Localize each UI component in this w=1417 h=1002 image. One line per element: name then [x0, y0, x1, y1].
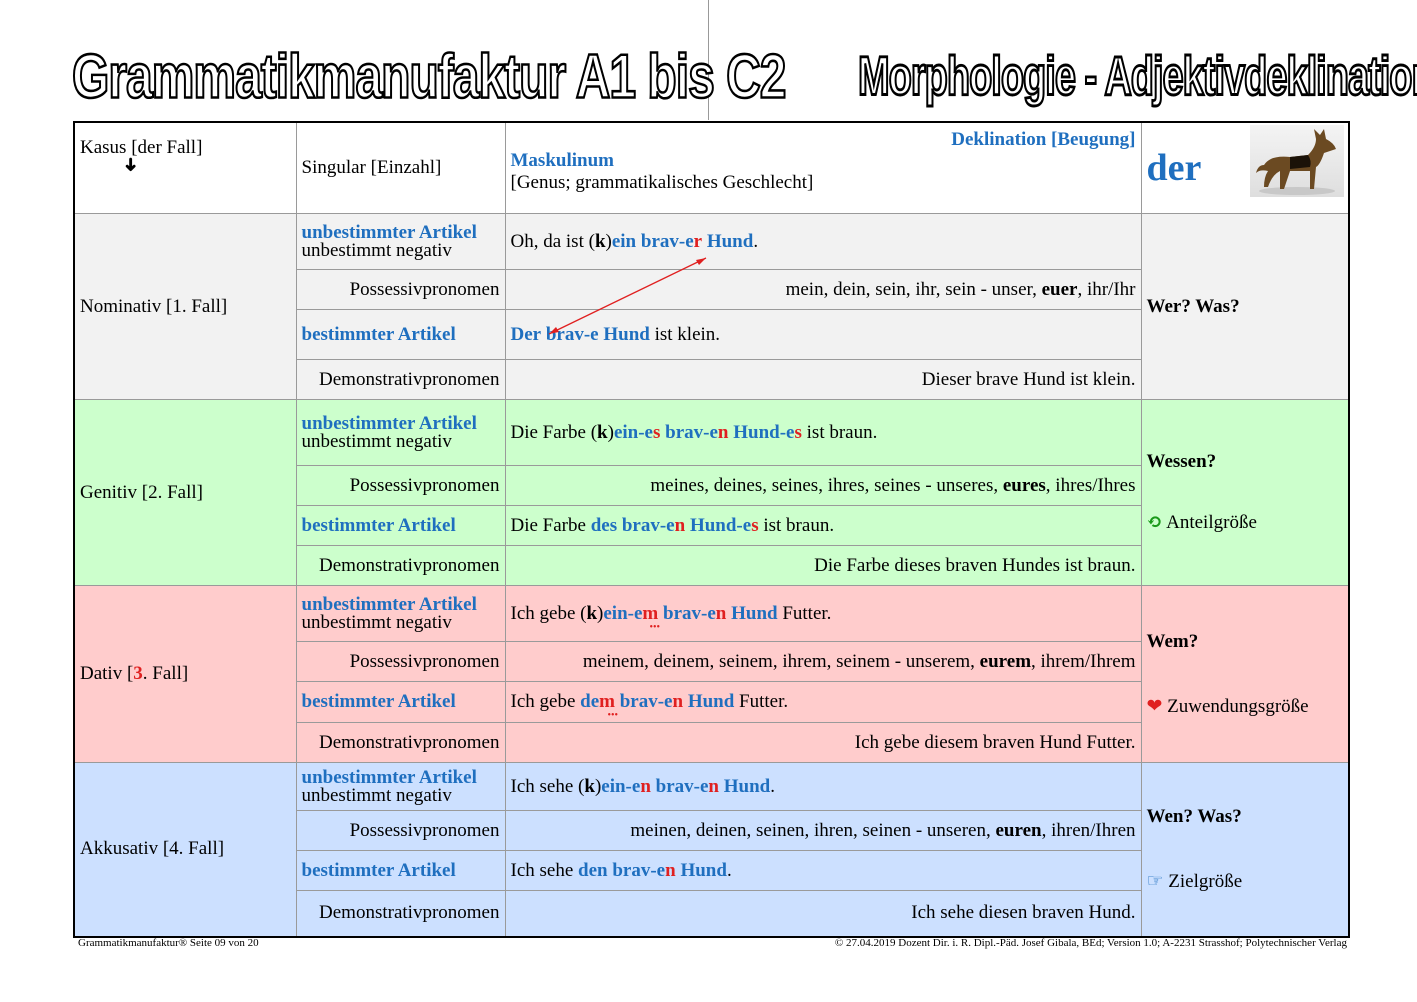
dat-unbest-sentence: Ich gebe (k)ein-em brav-en Hund Futter. •…	[504, 585, 1142, 642]
akk-row-unbest: Akkusativ [4. Fall] unbestimmter Artikel…	[73, 762, 1350, 937]
dat-row-demo: Demonstrativpronomen Ich gebe diesem bra…	[74, 722, 1349, 763]
kasus-label: Kasus [der Fall]	[80, 137, 203, 158]
label-unbest: unbestimmter Artikel unbestimmt negativ	[295, 762, 506, 811]
dat-extra: ❤ Zuwendungsgröße	[1146, 695, 1309, 717]
case-dativ: Dativ [3. Fall]	[73, 585, 297, 763]
dat-demo-sentence: Ich gebe diesem braven Hund Futter.	[504, 722, 1142, 763]
dog-icon	[1256, 129, 1336, 195]
label-demo: Demonstrativpronomen	[295, 722, 506, 763]
gen-extra: ⟲ Anteilgröße	[1146, 512, 1257, 533]
label-poss: Possessivpronomen	[295, 465, 506, 506]
dog-image	[1250, 125, 1344, 197]
nom-best-sentence: Der brav-e Hund ist klein.	[504, 309, 1142, 360]
akk-row-demo: Demonstrativpronomen Ich sehe diesen bra…	[74, 890, 1349, 937]
page-title: Grammatikmanufaktur A1 bis C2	[71, 41, 787, 112]
label-demo: Demonstrativpronomen	[295, 890, 506, 937]
dat-question-cell: Wem? ❤ Zuwendungsgröße	[1140, 585, 1350, 763]
gen-unbest-sentence: Die Farbe (k)ein-es brav-en Hund-es ist …	[504, 399, 1142, 466]
emphasis-dots: •••	[607, 710, 619, 721]
akk-best-sentence: Ich sehe den brav-en Hund.	[504, 850, 1142, 891]
label-best: bestimmter Artikel	[295, 505, 506, 546]
gen-best-sentence: Die Farbe des brav-en Hund-es ist braun.	[504, 505, 1142, 546]
nom-unbest-sentence: Oh, da ist (k)ein brav-er Hund.	[504, 213, 1142, 335]
akk-question-cell: Wen? Was? ☞ Zielgröße	[1140, 762, 1350, 937]
nom-row-unbest: Nominativ [1. Fall] unbestimmter Artikel…	[73, 213, 1350, 400]
label-best: bestimmter Artikel	[295, 681, 506, 723]
label-poss: Possessivpronomen	[295, 269, 506, 310]
nom-row-poss: Possessivpronomen mein, dein, sein, ihr,…	[74, 269, 1349, 310]
case-nominativ: Nominativ [1. Fall]	[73, 213, 297, 400]
heart-icon: ❤	[1146, 695, 1163, 717]
question-gen: Wessen?	[1146, 451, 1217, 472]
akk-demo-sentence: Ich sehe diesen braven Hund.	[504, 890, 1142, 937]
dat-row-best: bestimmter Artikel Ich gebe dem brav-en …	[74, 681, 1349, 723]
case-akkusativ: Akkusativ [4. Fall]	[73, 762, 297, 937]
footer-right: © 27.04.2019 Dozent Dir. i. R. Dipl.-Päd…	[834, 937, 1347, 949]
singular-header: Singular [Einzahl]	[295, 121, 506, 214]
question-akk: Wen? Was?	[1146, 805, 1242, 827]
label-poss: Possessivpronomen	[295, 810, 506, 851]
dat-poss-list: meinem, deinem, seinem, ihrem, seinem - …	[504, 641, 1142, 682]
genus-label: [Genus; grammatikalisches Geschlecht]	[510, 172, 814, 193]
label-poss: Possessivpronomen	[295, 641, 506, 682]
question-nom: Wer? Was?	[1140, 213, 1350, 400]
akk-unbest-sentence: Ich sehe (k)ein-en brav-en Hund.	[504, 762, 1142, 811]
label-unbest: unbestimmter Artikel unbestimmt negativ	[295, 399, 506, 466]
gender-header: Deklination [Beugung] Maskulinum [Genus;…	[504, 121, 1142, 214]
emphasis-dots: •••	[649, 622, 661, 633]
nom-demo-sentence: Dieser brave Hund ist klein.	[504, 359, 1142, 400]
question-dat: Wem?	[1146, 630, 1199, 652]
label-unbest: unbestimmter Artikel unbestimmt negativ	[295, 585, 506, 642]
nom-row-demo: Demonstrativpronomen Dieser brave Hund i…	[74, 359, 1349, 400]
nom-row-best: bestimmter Artikel Der brav-e Hund ist k…	[74, 309, 1349, 360]
label-unbest: unbestimmter Artikel unbestimmt negativ	[295, 213, 506, 270]
gen-poss-list: meines, deines, seines, ihres, seines - …	[504, 465, 1142, 506]
page-subtitle: Morphologie - Adjektivdeklination I	[857, 45, 1417, 109]
akk-poss-list: meinen, deinen, seinen, ihren, seinen - …	[504, 810, 1142, 851]
gen-question-cell: Wessen? ⟲ Anteilgröße	[1140, 399, 1350, 586]
label-best: bestimmter Artikel	[295, 309, 506, 360]
gen-row-poss: Possessivpronomen meines, deines, seines…	[74, 465, 1349, 506]
gen-row-best: bestimmter Artikel Die Farbe des brav-en…	[74, 505, 1349, 546]
akk-row-best: bestimmter Artikel Ich sehe den brav-en …	[74, 850, 1349, 891]
recycle-icon: ⟲	[1146, 512, 1163, 533]
label-best: bestimmter Artikel	[295, 850, 506, 891]
kasus-header: Kasus [der Fall] ➜	[73, 121, 297, 214]
article-header: der	[1140, 121, 1350, 214]
maskulinum-label: Maskulinum	[510, 150, 614, 171]
link-arrow	[548, 257, 706, 335]
dat-row-poss: Possessivpronomen meinem, deinem, seinem…	[74, 641, 1349, 682]
pointing-hand-icon: ☞	[1146, 870, 1164, 892]
deklination-label: Deklination [Beugung]	[951, 129, 1136, 150]
gen-demo-sentence: Die Farbe dieses braven Hundes ist braun…	[504, 545, 1142, 586]
dat-best-sentence: Ich gebe dem brav-en Hund Futter. •••	[504, 681, 1142, 723]
header-row: Kasus [der Fall] ➜ Singular [Einzahl] De…	[73, 121, 1350, 214]
gen-row-unbest: Genitiv [2. Fall] unbestimmter Artikel un…	[73, 399, 1350, 586]
nom-poss-list: mein, dein, sein, ihr, sein - unser, eue…	[504, 269, 1142, 310]
article-der: der	[1146, 147, 1202, 189]
akk-extra: ☞ Zielgröße	[1146, 870, 1243, 892]
divider-line	[708, 0, 709, 120]
arrow-down-icon: ➜	[121, 157, 141, 173]
footer-left: Grammatikmanufaktur® Seite 09 von 20	[78, 937, 259, 949]
declension-table: Kasus [der Fall] ➜ Singular [Einzahl] De…	[73, 121, 1350, 938]
dat-row-unbest: Dativ [3. Fall] unbestimmter Artikel unbe…	[73, 585, 1350, 763]
label-demo: Demonstrativpronomen	[295, 545, 506, 586]
case-genitiv: Genitiv [2. Fall]	[73, 399, 297, 586]
label-demo: Demonstrativpronomen	[295, 359, 506, 400]
gen-row-demo: Demonstrativpronomen Die Farbe dieses br…	[74, 545, 1349, 586]
